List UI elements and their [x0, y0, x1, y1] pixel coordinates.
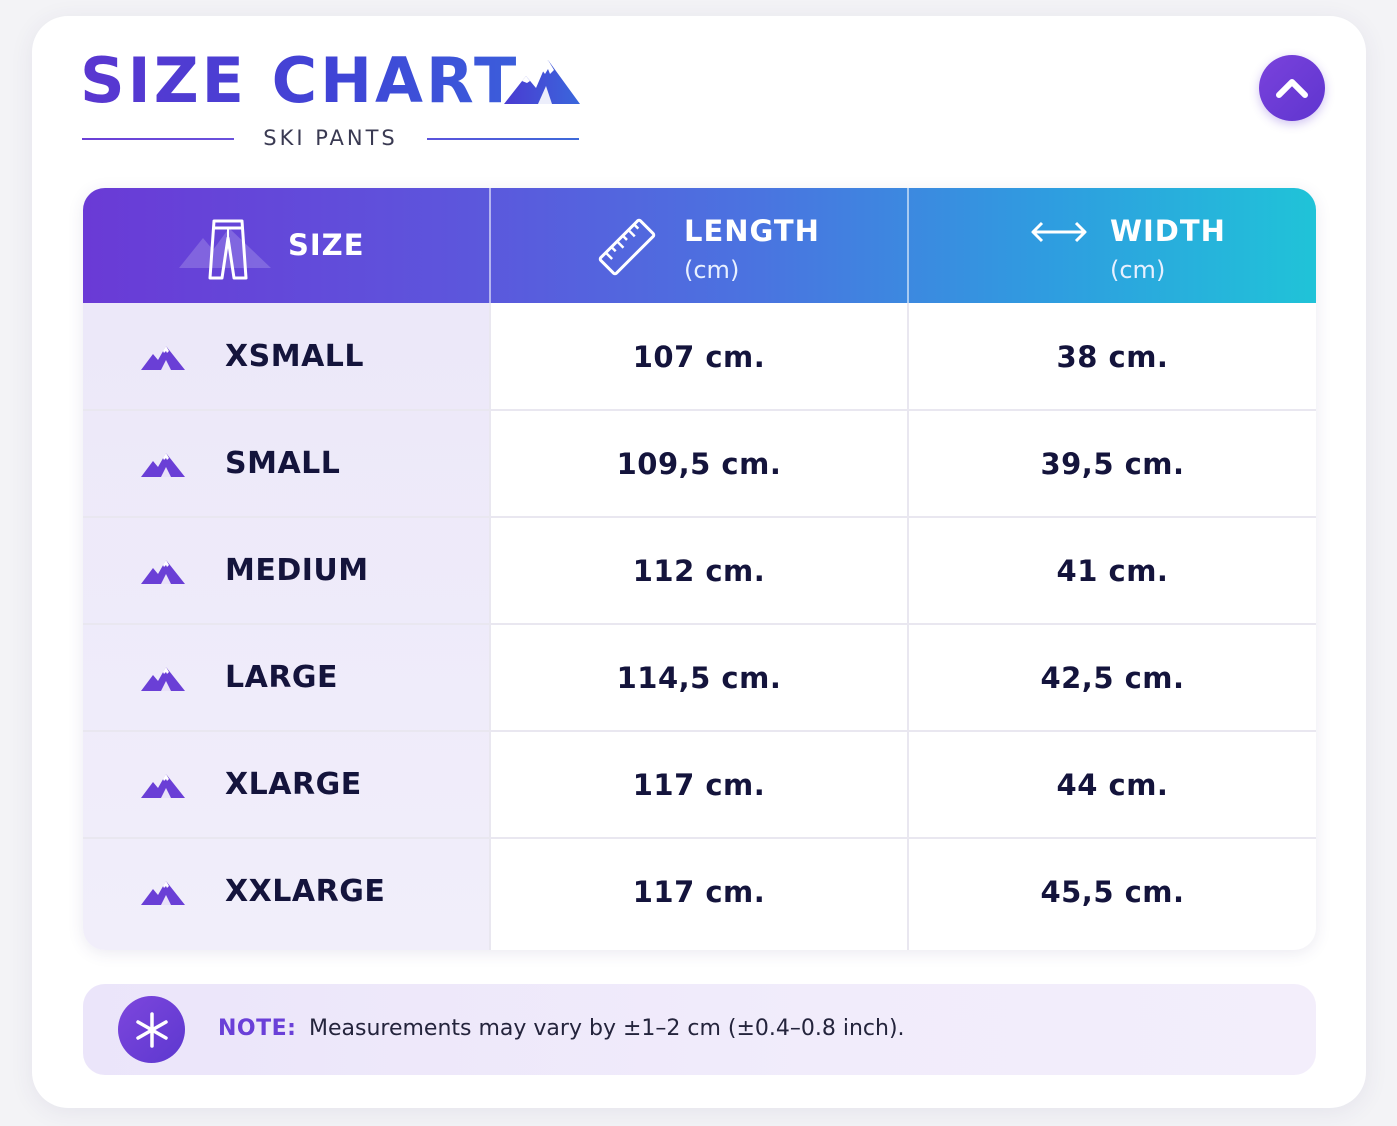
row-divider [83, 730, 1316, 732]
mountain-icon [141, 838, 187, 945]
row-divider [83, 837, 1316, 839]
table-row: XSMALL 107 cm. 38 cm. [83, 303, 1316, 410]
column-header-length: LENGTH (cm) [491, 188, 907, 303]
width-value: 44 cm. [1056, 767, 1169, 802]
size-table: SIZE LENGTH (cm) [83, 188, 1316, 950]
length-value: 109,5 cm. [616, 446, 782, 481]
row-divider [83, 409, 1316, 411]
table-header: SIZE LENGTH (cm) [83, 188, 1316, 303]
size-label: MEDIUM [225, 553, 369, 588]
size-label: XSMALL [225, 339, 365, 374]
size-label: LARGE [225, 660, 339, 695]
mountain-icon [141, 624, 187, 731]
width-value: 39,5 cm. [1040, 446, 1185, 481]
width-value: 45,5 cm. [1040, 874, 1185, 909]
note-box: NOTE: Measurements may vary by ±1–2 cm (… [83, 984, 1316, 1075]
header-separator [489, 188, 491, 303]
mountain-logo-icon [504, 60, 580, 104]
length-value: 114,5 cm. [616, 660, 782, 695]
snowflake-icon [118, 996, 185, 1063]
pants-icon [208, 219, 248, 280]
table-body: XSMALL 107 cm. 38 cm. SMALL 109,5 cm. 39… [83, 303, 1316, 950]
subtitle-row: SKI PANTS [82, 124, 579, 154]
length-value: 112 cm. [632, 553, 766, 588]
double-arrow-icon [1031, 221, 1087, 243]
table-row: MEDIUM 112 cm. 41 cm. [83, 517, 1316, 624]
table-row: SMALL 109,5 cm. 39,5 cm. [83, 410, 1316, 517]
row-divider [83, 516, 1316, 518]
header-separator [907, 188, 909, 303]
length-value: 117 cm. [632, 874, 766, 909]
subtitle-divider-right [427, 138, 579, 140]
mountain-icon [141, 731, 187, 838]
width-value: 42,5 cm. [1040, 660, 1185, 695]
ruler-icon [598, 218, 656, 276]
column-header-length-label: LENGTH [684, 214, 820, 248]
chevron-up-icon [1276, 79, 1308, 98]
table-row: LARGE 114,5 cm. 42,5 cm. [83, 624, 1316, 731]
mountain-icon [141, 303, 187, 410]
size-label: XLARGE [225, 767, 362, 802]
column-header-length-unit: (cm) [684, 256, 740, 284]
column-header-size: SIZE [83, 188, 489, 303]
mountain-icon [141, 410, 187, 517]
column-divider [907, 303, 909, 950]
note-text: Measurements may vary by ±1–2 cm (±0.4–0… [309, 1016, 905, 1041]
table-row: XLARGE 117 cm. 44 cm. [83, 731, 1316, 838]
column-divider [489, 303, 491, 950]
length-value: 107 cm. [632, 339, 766, 374]
table-row: XXLARGE 117 cm. 45,5 cm. [83, 838, 1316, 945]
column-header-width-label: WIDTH [1110, 214, 1226, 248]
collapse-button[interactable] [1259, 55, 1325, 121]
mountain-icon [141, 517, 187, 624]
size-label: XXLARGE [225, 874, 386, 909]
page-title: SIZE CHART [80, 44, 520, 117]
column-header-width-unit: (cm) [1110, 256, 1166, 284]
page-subtitle: SKI PANTS [263, 126, 398, 150]
note-label: NOTE: [218, 1016, 297, 1041]
width-value: 41 cm. [1056, 553, 1169, 588]
size-label: SMALL [225, 446, 341, 481]
column-header-size-label: SIZE [288, 228, 365, 262]
subtitle-divider-left [82, 138, 234, 140]
row-divider [83, 623, 1316, 625]
width-value: 38 cm. [1056, 339, 1169, 374]
column-header-width: WIDTH (cm) [909, 188, 1316, 303]
length-value: 117 cm. [632, 767, 766, 802]
